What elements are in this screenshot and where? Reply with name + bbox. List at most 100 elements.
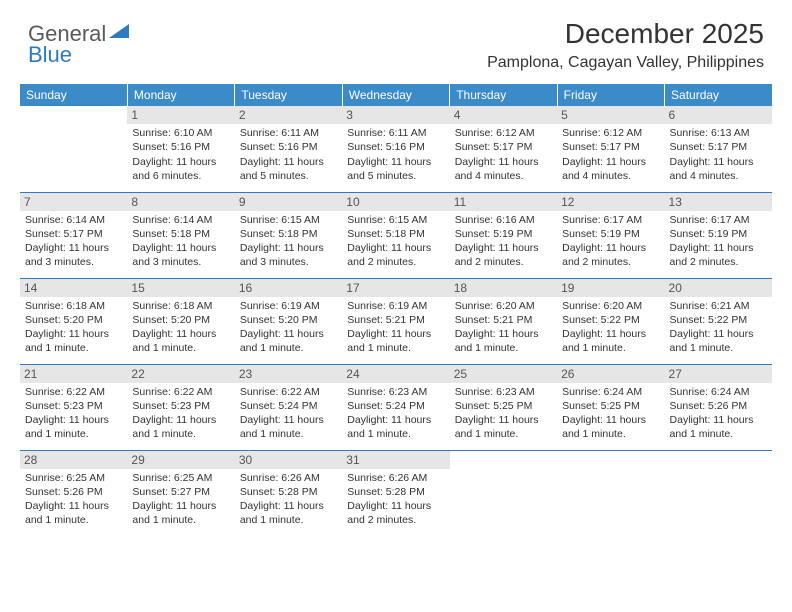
daylight-text: Daylight: 11 hours and 1 minute. xyxy=(132,499,229,527)
daylight-text: Daylight: 11 hours and 3 minutes. xyxy=(25,241,122,269)
calendar-cell: 29 Sunrise: 6:25 AMSunset: 5:27 PMDayligh… xyxy=(127,450,234,536)
day-number: 20 xyxy=(665,279,772,297)
sunrise-text: Sunrise: 6:15 AM xyxy=(240,213,337,227)
day-number: 31 xyxy=(342,451,449,469)
location-text: Pamplona, Cagayan Valley, Philippines xyxy=(487,54,764,72)
calendar-cell: 8Sunrise: 6:14 AMSunset: 5:18 PMDaylight… xyxy=(127,192,234,278)
day-number: 29 xyxy=(127,451,234,469)
sunset-text: Sunset: 5:18 PM xyxy=(240,227,337,241)
daylight-text: Daylight: 11 hours and 1 minute. xyxy=(25,499,122,527)
daylight-text: Daylight: 11 hours and 1 minute. xyxy=(240,413,337,441)
daylight-text: Daylight: 11 hours and 1 minute. xyxy=(25,413,122,441)
sunset-text: Sunset: 5:17 PM xyxy=(25,227,122,241)
sunset-text: Sunset: 5:16 PM xyxy=(132,140,229,154)
day-header: Tuesday xyxy=(235,84,342,106)
sunset-text: Sunset: 5:18 PM xyxy=(347,227,444,241)
day-number: 12 xyxy=(557,193,664,211)
calendar-cell: 27Sunrise: 6:24 AMSunset: 5:26 PMDayligh… xyxy=(665,364,772,450)
sunset-text: Sunset: 5:24 PM xyxy=(240,399,337,413)
calendar-cell: 4Sunrise: 6:12 AMSunset: 5:17 PMDaylight… xyxy=(450,106,557,192)
daylight-text: Daylight: 11 hours and 1 minute. xyxy=(132,327,229,355)
daylight-text: Daylight: 11 hours and 1 minute. xyxy=(240,499,337,527)
daylight-text: Daylight: 11 hours and 3 minutes. xyxy=(240,241,337,269)
sunset-text: Sunset: 5:21 PM xyxy=(455,313,552,327)
sunrise-text: Sunrise: 6:14 AM xyxy=(25,213,122,227)
sunrise-text: Sunrise: 6:26 AM xyxy=(240,471,337,485)
sunset-text: Sunset: 5:16 PM xyxy=(347,140,444,154)
sunrise-text: Sunrise: 6:10 AM xyxy=(132,126,229,140)
sunset-text: Sunset: 5:22 PM xyxy=(670,313,767,327)
calendar-cell: 12 Sunrise: 6:17 AMSunset: 5:19 PMDayligh… xyxy=(557,192,664,278)
daylight-text: Daylight: 11 hours and 1 minute. xyxy=(25,327,122,355)
sunrise-text: Sunrise: 6:22 AM xyxy=(132,385,229,399)
sunrise-text: Sunrise: 6:19 AM xyxy=(347,299,444,313)
calendar-cell: 13 Sunrise: 6:17 AMSunset: 5:19 PMDayligh… xyxy=(665,192,772,278)
sunrise-text: Sunrise: 6:12 AM xyxy=(562,126,659,140)
sunrise-text: Sunrise: 6:11 AM xyxy=(347,126,444,140)
calendar-cell xyxy=(557,450,664,536)
daylight-text: Daylight: 11 hours and 2 minutes. xyxy=(562,241,659,269)
daylight-text: Daylight: 11 hours and 5 minutes. xyxy=(347,155,444,183)
sunset-text: Sunset: 5:19 PM xyxy=(562,227,659,241)
calendar-cell: 23Sunrise: 6:22 AMSunset: 5:24 PMDayligh… xyxy=(235,364,342,450)
sunrise-text: Sunrise: 6:16 AM xyxy=(455,213,552,227)
sunrise-text: Sunrise: 6:24 AM xyxy=(670,385,767,399)
sunset-text: Sunset: 5:23 PM xyxy=(25,399,122,413)
day-number: 13 xyxy=(665,193,772,211)
sunset-text: Sunset: 5:19 PM xyxy=(455,227,552,241)
day-header: Wednesday xyxy=(342,84,449,106)
calendar-cell: 19Sunrise: 6:20 AMSunset: 5:22 PMDayligh… xyxy=(557,278,664,364)
daylight-text: Daylight: 11 hours and 3 minutes. xyxy=(132,241,229,269)
calendar-cell: 5Sunrise: 6:12 AMSunset: 5:17 PMDaylight… xyxy=(557,106,664,192)
calendar-week-row: 21Sunrise: 6:22 AMSunset: 5:23 PMDayligh… xyxy=(20,364,772,450)
day-number: 25 xyxy=(450,365,557,383)
calendar-cell: 24Sunrise: 6:23 AMSunset: 5:24 PMDayligh… xyxy=(342,364,449,450)
sunrise-text: Sunrise: 6:18 AM xyxy=(25,299,122,313)
calendar-week-row: 14Sunrise: 6:18 AMSunset: 5:20 PMDayligh… xyxy=(20,278,772,364)
daylight-text: Daylight: 11 hours and 1 minute. xyxy=(347,413,444,441)
sunrise-text: Sunrise: 6:13 AM xyxy=(670,126,767,140)
sunset-text: Sunset: 5:28 PM xyxy=(347,485,444,499)
sunrise-text: Sunrise: 6:20 AM xyxy=(562,299,659,313)
day-number: 24 xyxy=(342,365,449,383)
sunset-text: Sunset: 5:17 PM xyxy=(670,140,767,154)
sunrise-text: Sunrise: 6:21 AM xyxy=(670,299,767,313)
calendar-cell: 25Sunrise: 6:23 AMSunset: 5:25 PMDayligh… xyxy=(450,364,557,450)
day-header: Monday xyxy=(127,84,234,106)
daylight-text: Daylight: 11 hours and 4 minutes. xyxy=(455,155,552,183)
sunset-text: Sunset: 5:17 PM xyxy=(455,140,552,154)
daylight-text: Daylight: 11 hours and 1 minute. xyxy=(347,327,444,355)
daylight-text: Daylight: 11 hours and 2 minutes. xyxy=(455,241,552,269)
sunrise-text: Sunrise: 6:17 AM xyxy=(562,213,659,227)
calendar-cell: 6Sunrise: 6:13 AMSunset: 5:17 PMDaylight… xyxy=(665,106,772,192)
sunset-text: Sunset: 5:27 PM xyxy=(132,485,229,499)
daylight-text: Daylight: 11 hours and 2 minutes. xyxy=(670,241,767,269)
calendar-cell: 1Sunrise: 6:10 AMSunset: 5:16 PMDaylight… xyxy=(127,106,234,192)
day-number: 28 xyxy=(20,451,127,469)
title-block: December 2025 Pamplona, Cagayan Valley, … xyxy=(487,18,764,72)
day-number: 9 xyxy=(235,193,342,211)
day-number: 18 xyxy=(450,279,557,297)
sunrise-text: Sunrise: 6:25 AM xyxy=(132,471,229,485)
calendar-cell: 20Sunrise: 6:21 AMSunset: 5:22 PMDayligh… xyxy=(665,278,772,364)
calendar-cell: 16Sunrise: 6:19 AMSunset: 5:20 PMDayligh… xyxy=(235,278,342,364)
calendar-cell: 21Sunrise: 6:22 AMSunset: 5:23 PMDayligh… xyxy=(20,364,127,450)
sunset-text: Sunset: 5:19 PM xyxy=(670,227,767,241)
day-number: 17 xyxy=(342,279,449,297)
sunrise-text: Sunrise: 6:14 AM xyxy=(132,213,229,227)
day-number: 27 xyxy=(665,365,772,383)
sunset-text: Sunset: 5:22 PM xyxy=(562,313,659,327)
sunrise-text: Sunrise: 6:17 AM xyxy=(670,213,767,227)
day-number: 30 xyxy=(235,451,342,469)
calendar-cell: 10Sunrise: 6:15 AMSunset: 5:18 PMDayligh… xyxy=(342,192,449,278)
calendar-cell: 17Sunrise: 6:19 AMSunset: 5:21 PMDayligh… xyxy=(342,278,449,364)
calendar-cell xyxy=(450,450,557,536)
calendar-cell xyxy=(665,450,772,536)
calendar-cell xyxy=(20,106,127,192)
day-number: 22 xyxy=(127,365,234,383)
calendar-cell: 14Sunrise: 6:18 AMSunset: 5:20 PMDayligh… xyxy=(20,278,127,364)
daylight-text: Daylight: 11 hours and 1 minute. xyxy=(562,413,659,441)
calendar-cell: 2Sunrise: 6:11 AMSunset: 5:16 PMDaylight… xyxy=(235,106,342,192)
sunrise-text: Sunrise: 6:23 AM xyxy=(347,385,444,399)
sunset-text: Sunset: 5:28 PM xyxy=(240,485,337,499)
